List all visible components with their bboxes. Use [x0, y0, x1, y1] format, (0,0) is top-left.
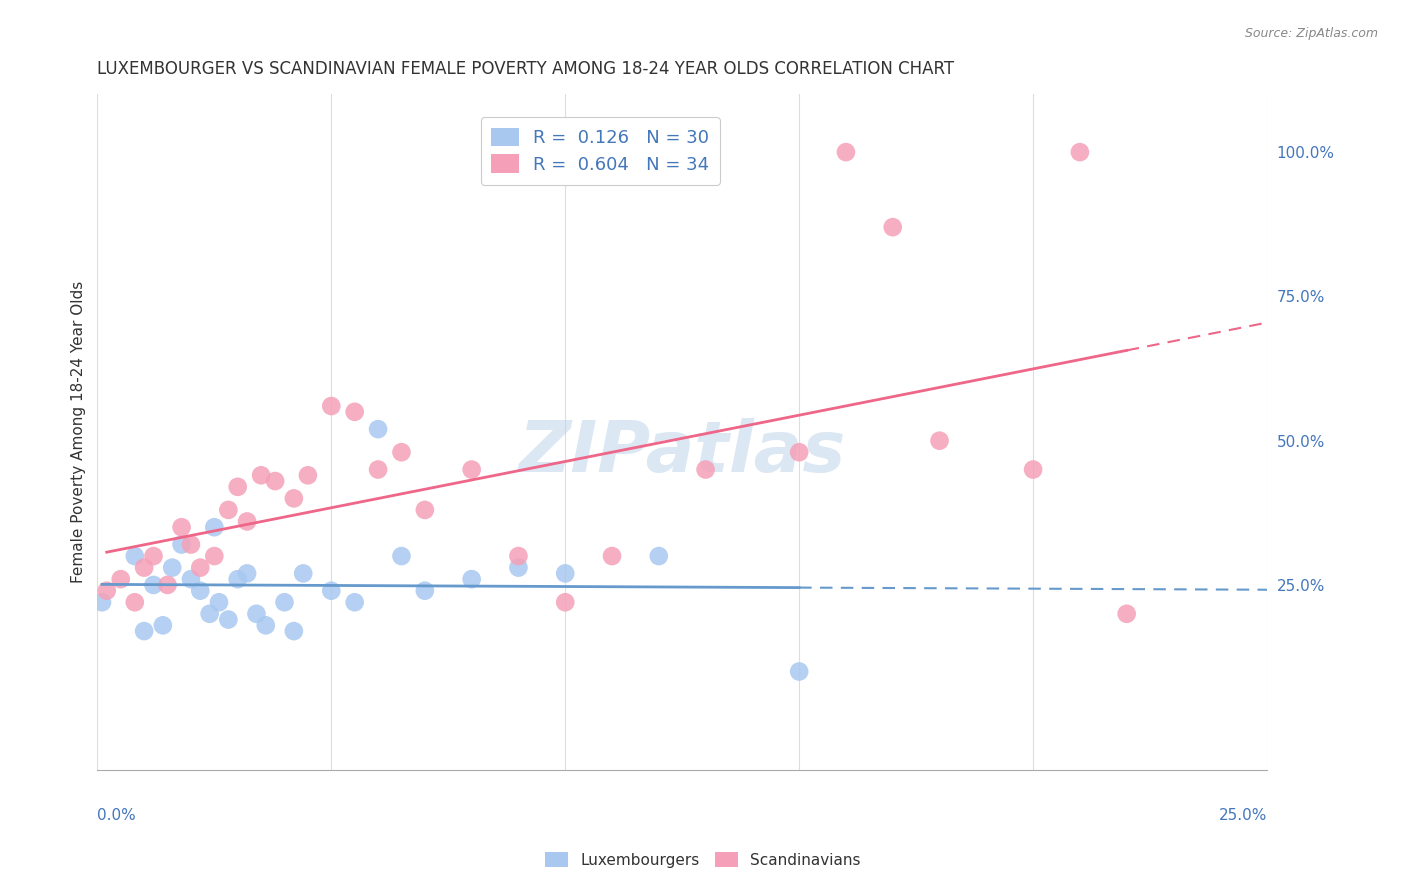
Point — [1115, 607, 1137, 621]
Point — [343, 595, 366, 609]
Point — [170, 520, 193, 534]
Point — [202, 549, 225, 563]
Point — [283, 491, 305, 506]
Point — [508, 549, 530, 563]
Point — [198, 607, 221, 621]
Point — [413, 583, 436, 598]
Point — [142, 578, 165, 592]
Point — [1022, 462, 1045, 476]
Point — [283, 624, 305, 639]
Point — [508, 560, 530, 574]
Point — [292, 566, 315, 581]
Point — [226, 480, 249, 494]
Point — [236, 515, 259, 529]
Point — [695, 462, 717, 476]
Point — [273, 595, 295, 609]
Point — [648, 549, 671, 563]
Point — [226, 572, 249, 586]
Point — [180, 572, 202, 586]
Text: LUXEMBOURGER VS SCANDINAVIAN FEMALE POVERTY AMONG 18-24 YEAR OLDS CORRELATION CH: LUXEMBOURGER VS SCANDINAVIAN FEMALE POVE… — [97, 60, 955, 78]
Point — [208, 595, 231, 609]
Point — [217, 613, 239, 627]
Point — [170, 537, 193, 551]
Point — [188, 583, 211, 598]
Point — [264, 474, 287, 488]
Point — [202, 520, 225, 534]
Point — [245, 607, 267, 621]
Point — [124, 549, 146, 563]
Text: 25.0%: 25.0% — [1219, 808, 1267, 823]
Point — [460, 462, 482, 476]
Point — [391, 445, 413, 459]
Point — [110, 572, 132, 586]
Point — [554, 595, 576, 609]
Point — [321, 399, 343, 413]
Point — [96, 583, 118, 598]
Text: ZIPatlas: ZIPatlas — [519, 417, 846, 487]
Point — [217, 503, 239, 517]
Point — [152, 618, 174, 632]
Text: Source: ZipAtlas.com: Source: ZipAtlas.com — [1244, 27, 1378, 40]
Point — [1069, 145, 1091, 160]
Point — [188, 560, 211, 574]
Point — [367, 462, 389, 476]
Point — [343, 405, 366, 419]
Point — [142, 549, 165, 563]
Point — [134, 624, 156, 639]
Point — [460, 572, 482, 586]
Point — [554, 566, 576, 581]
Point — [321, 583, 343, 598]
Point — [391, 549, 413, 563]
Point — [367, 422, 389, 436]
Point — [928, 434, 950, 448]
Point — [787, 665, 810, 679]
Point — [297, 468, 319, 483]
Point — [91, 595, 114, 609]
Point — [413, 503, 436, 517]
Legend: R =  0.126   N = 30, R =  0.604   N = 34: R = 0.126 N = 30, R = 0.604 N = 34 — [481, 117, 720, 185]
Point — [254, 618, 277, 632]
Text: 0.0%: 0.0% — [97, 808, 136, 823]
Point — [600, 549, 623, 563]
Y-axis label: Female Poverty Among 18-24 Year Olds: Female Poverty Among 18-24 Year Olds — [72, 281, 86, 583]
Point — [236, 566, 259, 581]
Legend: Luxembourgers, Scandinavians: Luxembourgers, Scandinavians — [537, 844, 869, 875]
Point — [124, 595, 146, 609]
Point — [160, 560, 183, 574]
Point — [180, 537, 202, 551]
Point — [156, 578, 179, 592]
Point — [882, 220, 904, 235]
Point — [787, 445, 810, 459]
Point — [134, 560, 156, 574]
Point — [250, 468, 273, 483]
Point — [835, 145, 858, 160]
